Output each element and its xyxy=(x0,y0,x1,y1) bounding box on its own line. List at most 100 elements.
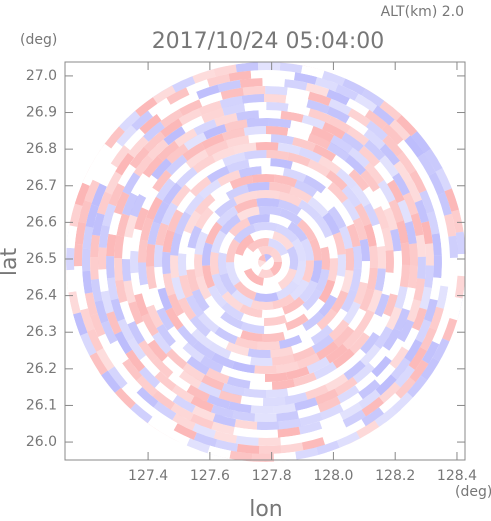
echo-cell xyxy=(404,339,423,363)
echo-cell xyxy=(358,389,381,410)
echo-cell xyxy=(359,288,375,312)
echo-cell xyxy=(157,140,180,162)
echo-cell xyxy=(411,131,431,154)
echo-cell xyxy=(379,393,401,414)
echo-cell xyxy=(130,272,142,296)
echo-cell xyxy=(307,159,331,177)
echo-cell xyxy=(221,127,245,141)
echo-cell xyxy=(272,231,294,251)
echo-cell xyxy=(280,434,304,446)
echo-cell xyxy=(233,142,257,155)
echo-cell xyxy=(254,365,277,375)
echo-cell xyxy=(236,110,259,121)
echo-cell xyxy=(315,388,339,405)
echo-cell xyxy=(305,384,329,400)
echo-cell xyxy=(192,423,216,439)
echo-cell xyxy=(176,191,196,214)
echo-cell xyxy=(314,76,339,92)
echo-cell xyxy=(189,176,212,197)
echo-cell xyxy=(348,169,370,192)
echo-cell xyxy=(212,146,236,162)
echo-cell xyxy=(363,223,377,247)
echo-cell xyxy=(302,311,325,332)
echo-cell xyxy=(202,265,215,289)
echo-cell xyxy=(395,377,416,399)
echo-cell xyxy=(283,324,307,340)
echo-cell xyxy=(152,390,175,410)
echo-cell xyxy=(264,323,288,335)
echo-cell xyxy=(419,286,432,310)
echo-cell xyxy=(162,356,184,377)
echo-cell xyxy=(381,227,394,251)
echo-cell xyxy=(301,65,325,79)
echo-cell xyxy=(268,118,292,129)
echo-cell xyxy=(221,302,244,321)
echo-cell xyxy=(375,374,397,396)
echo-cell xyxy=(307,91,332,106)
echo-cell xyxy=(123,280,136,304)
echo-cell xyxy=(327,258,339,282)
echo-cell xyxy=(153,201,170,225)
echo-cell xyxy=(339,392,363,411)
echo-cell xyxy=(431,233,442,256)
echo-cell xyxy=(99,163,118,187)
echo-cell xyxy=(198,179,222,200)
echo-cell xyxy=(297,405,321,419)
echo-cell xyxy=(437,219,449,243)
echo-cell xyxy=(305,82,330,97)
echo-cell xyxy=(426,211,440,235)
echo-cell xyxy=(390,272,402,296)
echo-cell xyxy=(429,306,444,331)
echo-cell xyxy=(114,258,124,281)
echo-cell xyxy=(360,169,380,192)
echo-cell xyxy=(137,398,160,419)
echo-cell xyxy=(214,326,238,345)
echo-cell xyxy=(152,85,176,104)
echo-cell xyxy=(89,352,108,376)
echo-cell xyxy=(182,363,205,382)
echo-cell xyxy=(87,328,104,352)
echo-cell xyxy=(352,362,375,384)
subtitle: ALT(km) 2.0 xyxy=(381,4,464,20)
echo-cell xyxy=(162,273,176,297)
echo-cell xyxy=(183,210,202,234)
echo-cell xyxy=(179,99,203,116)
echo-cell xyxy=(402,287,416,311)
echo-cell xyxy=(342,78,366,96)
echo-cell xyxy=(127,321,145,345)
echo-cell xyxy=(74,182,90,206)
echo-cell xyxy=(170,232,183,256)
echo-cell xyxy=(195,276,212,300)
echo-cell xyxy=(219,231,236,254)
echo-cell xyxy=(417,153,436,176)
echo-cell xyxy=(258,437,281,446)
echo-cell xyxy=(261,165,285,176)
echo-cell xyxy=(152,332,172,355)
echo-cell xyxy=(130,228,142,252)
echo-cell xyxy=(177,325,198,347)
echo-cell xyxy=(363,128,386,150)
echo-cell xyxy=(290,120,314,134)
echo-cell xyxy=(356,420,380,439)
echo-cell xyxy=(140,217,154,241)
echo-cell xyxy=(278,334,303,349)
echo-cell xyxy=(321,187,343,209)
echo-cell xyxy=(287,103,311,116)
echo-cell xyxy=(340,289,358,313)
echo-cell xyxy=(274,174,298,188)
echo-cell xyxy=(166,87,190,105)
echo-cell xyxy=(115,279,128,303)
echo-cell xyxy=(243,149,267,160)
echo-cell xyxy=(301,437,325,451)
echo-cell xyxy=(228,351,252,365)
echo-cell xyxy=(178,108,202,126)
echo-cell xyxy=(174,211,192,235)
echo-cell xyxy=(389,119,411,141)
echo-cell xyxy=(203,306,225,328)
echo-cell xyxy=(106,311,122,335)
echo-cell xyxy=(214,439,238,452)
echo-cell xyxy=(201,374,225,391)
echo-cell xyxy=(207,192,230,213)
echo-cell xyxy=(258,206,282,216)
echo-cell xyxy=(246,117,269,128)
